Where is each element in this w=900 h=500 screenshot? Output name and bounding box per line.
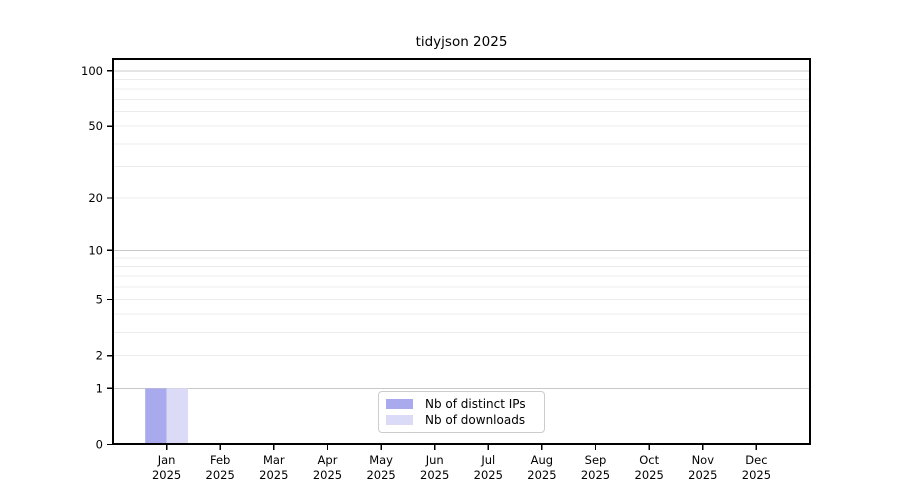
x-tick-label-year: 2025: [259, 468, 288, 482]
chart-title: tidyjson 2025: [415, 34, 508, 50]
legend-label: Nb of downloads: [425, 413, 526, 427]
y-tick-label: 1: [96, 381, 103, 395]
legend-label: Nb of distinct IPs: [425, 397, 526, 411]
x-tick-label-year: 2025: [420, 468, 449, 482]
legend-row: Nb of distinct IPs: [386, 396, 538, 412]
x-tick-label-year: 2025: [688, 468, 717, 482]
legend-row: Nb of downloads: [386, 412, 538, 428]
y-tick-label: 20: [88, 191, 103, 205]
y-tick-label: 50: [88, 119, 103, 133]
x-tick-label-year: 2025: [366, 468, 395, 482]
x-tick-label-month: Jan: [157, 453, 176, 467]
x-tick-label-month: Sep: [585, 453, 607, 467]
x-tick-label-year: 2025: [152, 468, 181, 482]
y-tick-label: 5: [96, 293, 103, 307]
x-tick-label-month: Feb: [210, 453, 230, 467]
x-tick-label-year: 2025: [206, 468, 235, 482]
x-tick-label-month: Apr: [318, 453, 338, 467]
x-tick-label-year: 2025: [635, 468, 664, 482]
x-tick-label-month: May: [369, 453, 393, 467]
x-tick-label-month: Dec: [745, 453, 767, 467]
y-tick-label: 100: [81, 64, 103, 78]
bar: [145, 388, 167, 444]
x-tick-label-year: 2025: [742, 468, 771, 482]
x-tick-label-month: Jun: [425, 453, 444, 467]
x-tick-label-month: Jul: [480, 453, 495, 467]
x-tick-label-month: Nov: [692, 453, 715, 467]
x-tick-label-year: 2025: [581, 468, 610, 482]
y-tick-label: 10: [88, 243, 103, 257]
x-tick-label-year: 2025: [527, 468, 556, 482]
y-tick-label: 0: [96, 438, 103, 452]
x-tick-label-year: 2025: [313, 468, 342, 482]
bar: [166, 388, 188, 444]
x-tick-label-month: Mar: [263, 453, 285, 467]
legend-swatch: [386, 415, 413, 425]
plot-frame: [112, 58, 811, 445]
legend: Nb of distinct IPs Nb of downloads: [378, 391, 545, 433]
legend-swatch: [386, 399, 413, 409]
y-tick-label: 2: [96, 349, 103, 363]
x-tick-label-month: Aug: [531, 453, 553, 467]
x-tick-label-year: 2025: [474, 468, 503, 482]
x-tick-label-month: Oct: [639, 453, 659, 467]
